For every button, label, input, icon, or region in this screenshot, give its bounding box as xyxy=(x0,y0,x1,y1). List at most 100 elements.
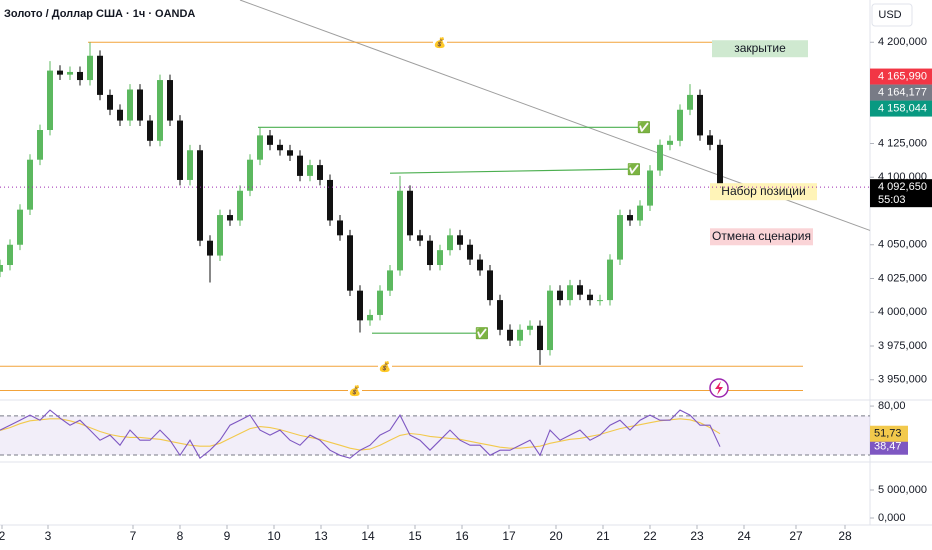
candle-body xyxy=(337,220,343,236)
value-tag xyxy=(870,425,908,442)
candle-body xyxy=(517,329,523,341)
annotation-text: Набор позиции xyxy=(721,184,805,198)
y-tick-label: 4 125,000 xyxy=(878,137,927,149)
candle-body xyxy=(7,244,13,266)
candle-body xyxy=(377,290,383,315)
candle-body xyxy=(557,290,563,301)
x-tick-label: 3 xyxy=(45,529,52,543)
y-tick-label: 4 025,000 xyxy=(878,272,927,284)
rsi-line xyxy=(0,409,721,460)
candle-body xyxy=(97,55,103,95)
last-price-label: 4 092,650 xyxy=(878,181,927,193)
candle-body xyxy=(217,215,223,256)
candle-body xyxy=(587,294,593,301)
candle-body xyxy=(657,144,663,171)
x-tick-label: 10 xyxy=(267,529,281,543)
candle-body xyxy=(327,179,333,221)
candle-body xyxy=(667,140,673,145)
candle-body xyxy=(427,240,433,266)
segment-line xyxy=(389,168,629,174)
currency-box[interactable] xyxy=(871,3,913,27)
countdown: 55:03 xyxy=(878,194,906,206)
candle-body xyxy=(287,150,293,156)
candle-body xyxy=(277,144,283,151)
x-tick-label: 24 xyxy=(737,529,751,543)
candle-body xyxy=(677,109,683,141)
candle-body xyxy=(617,215,623,260)
x-tick-label: 13 xyxy=(314,529,328,543)
candle-body xyxy=(607,259,613,301)
candle-body xyxy=(537,325,543,351)
x-tick-label: 17 xyxy=(502,529,516,543)
value-tag-label: 51,73 xyxy=(874,428,902,440)
price-tag-label: 4 158,044 xyxy=(878,102,927,114)
y-tick-label: 3 975,000 xyxy=(878,340,927,352)
candle-body xyxy=(637,205,643,221)
candle-body xyxy=(117,109,123,121)
lightning-icon[interactable] xyxy=(709,378,729,398)
value-tag-label: 38,47 xyxy=(874,441,902,453)
segment-icon: ✅ xyxy=(475,327,489,340)
candle-body xyxy=(477,259,483,271)
candle-body xyxy=(77,71,83,81)
candle-body xyxy=(437,250,443,266)
candle-body xyxy=(647,170,653,206)
candle-body xyxy=(497,300,503,330)
candle-body xyxy=(227,215,233,221)
candle-body xyxy=(0,265,3,272)
x-tick-label: 14 xyxy=(361,529,375,543)
candle-body xyxy=(447,235,453,251)
candle-body xyxy=(197,150,203,241)
annotation-box xyxy=(712,40,808,58)
candle-body xyxy=(527,325,533,330)
candle-body xyxy=(387,270,393,291)
x-tick-label: 2 xyxy=(0,529,6,543)
candle-body xyxy=(17,209,23,245)
x-tick-label: 8 xyxy=(177,529,184,543)
candle-body xyxy=(267,135,273,145)
x-tick-label: 15 xyxy=(408,529,422,543)
candle-body xyxy=(127,89,133,121)
candle-body xyxy=(37,130,43,160)
candle-body xyxy=(717,144,723,187)
segment-icon: ✅ xyxy=(627,163,641,176)
x-tick-label: 16 xyxy=(455,529,469,543)
price-tag xyxy=(870,84,932,101)
level-icon-bg xyxy=(378,359,392,374)
candle-body xyxy=(547,290,553,351)
annotation-text: Отмена сценария xyxy=(712,229,811,243)
candle-body xyxy=(177,120,183,180)
candle-body xyxy=(457,235,463,245)
y-tick-label: 80,00 xyxy=(878,400,906,412)
annotation-text: закрытие xyxy=(734,41,786,55)
candle-body xyxy=(157,80,163,141)
candle-body xyxy=(187,150,193,180)
price-tag xyxy=(870,68,932,85)
candle-body xyxy=(347,235,353,291)
x-tick-label: 22 xyxy=(643,529,657,543)
candle-body xyxy=(487,270,493,301)
candle-body xyxy=(407,190,413,236)
annotation-box xyxy=(710,228,813,246)
candle-body xyxy=(237,190,243,221)
candle-body xyxy=(707,135,713,145)
y-tick-label: 4 050,000 xyxy=(878,239,927,251)
candle-body xyxy=(167,80,173,121)
x-tick-label: 20 xyxy=(549,529,563,543)
price-tag-label: 4 164,177 xyxy=(878,86,927,98)
icon-bolt xyxy=(715,381,723,395)
candle-body xyxy=(257,135,263,160)
price-tag-label: 4 165,990 xyxy=(878,70,927,82)
level-icon-bg xyxy=(348,383,362,398)
y-tick-label: 4 200,000 xyxy=(878,36,927,48)
level-icon-bg xyxy=(433,35,447,50)
y-tick-label: 4 000,000 xyxy=(878,306,927,318)
candle-body xyxy=(627,215,633,221)
candle-body xyxy=(27,159,33,210)
x-tick-label: 21 xyxy=(596,529,610,543)
candle-body xyxy=(467,244,473,260)
candle-body xyxy=(137,89,143,121)
